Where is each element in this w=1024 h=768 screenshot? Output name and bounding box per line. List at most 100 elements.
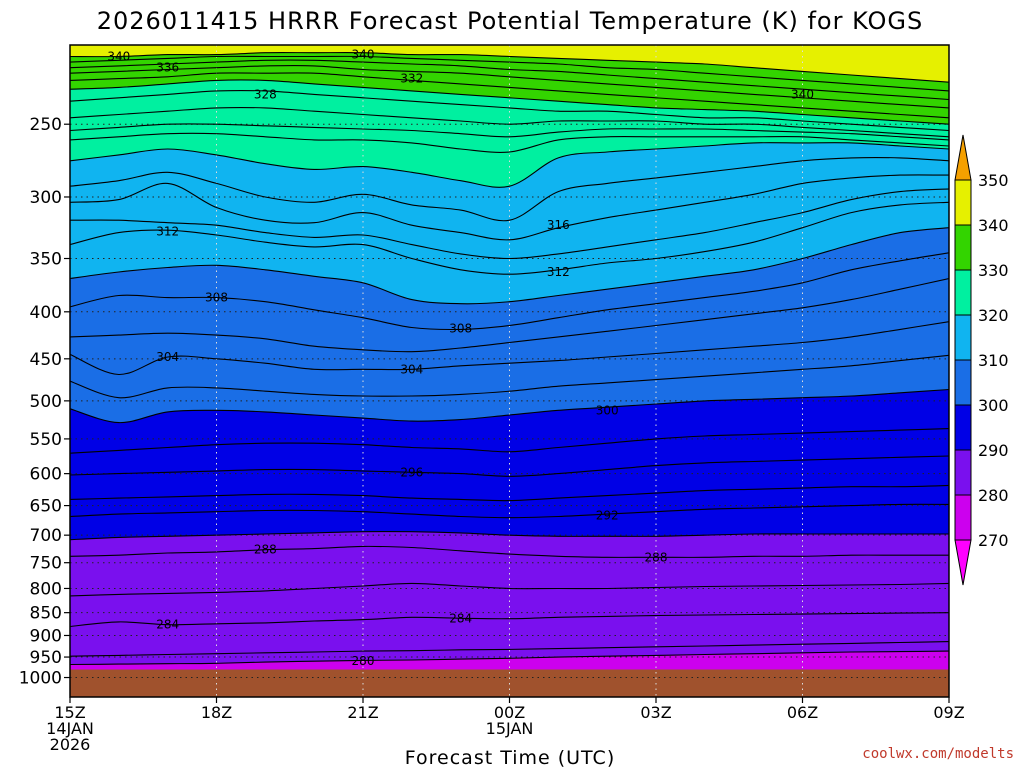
colorbar-tick-label: 350: [978, 171, 1009, 190]
colorbar-segment-280: [954, 449, 972, 496]
contour-label-288: 288: [645, 550, 668, 564]
contour-label-316: 316: [547, 218, 570, 232]
colorbar-high-extend: [954, 134, 972, 181]
colorbar-tick-label: 340: [978, 216, 1009, 235]
y-tick-label: 900: [30, 626, 62, 646]
contour-314: [70, 188, 949, 260]
band-fill-340: [70, 45, 949, 83]
contour-288: [70, 545, 949, 558]
contour-334: [70, 64, 949, 109]
contour-label-308: 308: [205, 291, 228, 305]
y-tick-label: 800: [30, 579, 62, 599]
y-tick-label: 300: [30, 188, 62, 208]
contour-label-336: 336: [156, 61, 179, 75]
x-tick-label: 03Z: [640, 703, 671, 722]
contour-298: [70, 428, 949, 454]
y-tick-label: 850: [30, 604, 62, 624]
contour-label-292: 292: [596, 508, 619, 522]
contour-label-304: 304: [156, 350, 179, 364]
contour-label-340: 340: [107, 50, 130, 64]
colorbar-segment-300: [954, 359, 972, 406]
y-tick-label: 550: [30, 430, 62, 450]
x-tick-label: 21Z: [347, 703, 378, 722]
contour-308: [70, 252, 949, 331]
x-tick-label: 2026: [50, 735, 91, 754]
contour-label-312: 312: [547, 265, 570, 279]
contour-286: [70, 582, 949, 597]
x-tick-label: 09Z: [933, 703, 964, 722]
y-tick-label: 950: [30, 648, 62, 668]
grid-lines: [70, 45, 949, 697]
y-tick-label: 650: [30, 497, 62, 517]
y-axis: 2503003504004505005506006507007508008509…: [19, 115, 70, 689]
y-tick-label: 450: [30, 350, 62, 370]
colorbar-tick-label: 270: [978, 531, 1009, 550]
contour-304: [70, 321, 949, 376]
contour-300: [70, 388, 949, 424]
contour-label-304: 304: [400, 362, 423, 376]
y-tick-label: 700: [30, 526, 62, 546]
x-tick-label: 18Z: [201, 703, 232, 722]
contour-label-288: 288: [254, 543, 277, 557]
colorbar: 270 280 290 300 310 320 330 340 350: [954, 134, 1009, 586]
contour-label-300: 300: [596, 403, 619, 417]
y-tick-label: 400: [30, 303, 62, 323]
contour-label-332: 332: [400, 72, 423, 86]
colorbar-tick-label: 330: [978, 261, 1009, 280]
contour-292: [70, 503, 949, 519]
colorbar-segment-290: [954, 404, 972, 451]
contour-310: [70, 227, 949, 305]
contour-label-328: 328: [254, 87, 277, 101]
contour-322: [70, 132, 949, 153]
contour-labels: 340 336 340 328 332 340 312 316 312 308 308 304 304 3…: [107, 48, 814, 669]
y-tick-label: 500: [30, 392, 62, 412]
contour-label-340: 340: [791, 87, 814, 101]
contour-340: [70, 52, 949, 83]
colorbar-tick-label: 320: [978, 306, 1009, 325]
contour-294: [70, 484, 949, 502]
contour-312: [70, 201, 949, 275]
x-axis-title: Forecast Time (UTC): [405, 747, 615, 768]
x-tick-label: 14JAN: [46, 719, 94, 738]
contour-label-284: 284: [449, 611, 472, 625]
contour-324: [70, 123, 949, 141]
contour-326: [70, 106, 949, 138]
y-tick-label: 750: [30, 554, 62, 574]
contour-330: [70, 79, 949, 125]
contour-332: [70, 72, 949, 119]
contour-320: [70, 142, 949, 188]
contour-316: [70, 174, 949, 241]
y-tick-label: 600: [30, 465, 62, 485]
y-tick-label: 350: [30, 250, 62, 270]
x-tick-label: 00Z: [494, 703, 525, 722]
contour-label-284: 284: [156, 618, 179, 632]
chart-title: 2026011415 HRRR Forecast Potential Tempe…: [97, 7, 924, 35]
contour-label-312: 312: [156, 224, 179, 238]
contour-290: [70, 531, 949, 541]
colorbar-tick-label: 300: [978, 396, 1009, 415]
x-tick-label: 15Z: [54, 703, 85, 722]
colorbar-tick-label: 310: [978, 351, 1009, 370]
contour-338: [70, 55, 949, 92]
contour-284: [70, 612, 949, 628]
contour-280: [70, 650, 949, 666]
colorbar-segment-270: [954, 494, 972, 541]
colorbar-segment-320: [954, 269, 972, 316]
colorbar-tick-label: 290: [978, 441, 1009, 460]
contour-336: [70, 59, 949, 101]
contour-328: [70, 89, 949, 132]
contour-label-296: 296: [400, 465, 423, 479]
colorbar-tick-label: 280: [978, 486, 1009, 505]
contour-306: [70, 277, 949, 353]
y-tick-label: 250: [30, 115, 62, 135]
contour-318: [70, 156, 949, 222]
contour-302: [70, 354, 949, 399]
contour-lines: [70, 52, 949, 666]
contour-label-340: 340: [352, 48, 375, 62]
temperature-bands: [70, 45, 949, 697]
x-tick-label: 06Z: [787, 703, 818, 722]
colorbar-segment-330: [954, 224, 972, 271]
contour-label-280: 280: [352, 654, 375, 668]
colorbar-segment-310: [954, 314, 972, 361]
